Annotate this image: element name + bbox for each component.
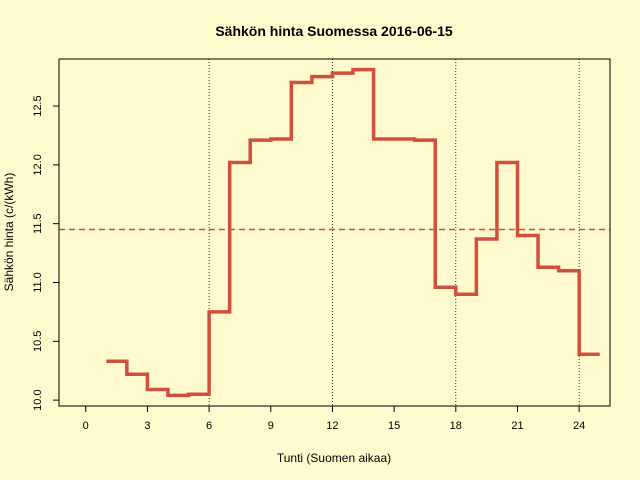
x-tick-label-6: 6 xyxy=(206,420,212,432)
y-tick-label-12.5: 12.5 xyxy=(32,95,44,116)
y-tick-label-11.5: 11.5 xyxy=(32,213,44,234)
y-axis: 10.0 10.5 11.0 11.5 12.0 12.5 xyxy=(32,95,59,411)
x-tick-label-15: 15 xyxy=(388,420,400,432)
plot-frame xyxy=(58,58,611,407)
chart-title: Sähkön hinta Suomessa 2016-06-15 xyxy=(215,23,453,39)
vertical-reference-lines xyxy=(208,59,580,406)
x-tick-label-24: 24 xyxy=(573,420,585,432)
x-tick-label-9: 9 xyxy=(268,420,274,432)
y-tick-label-10.5: 10.5 xyxy=(32,331,44,352)
y-tick-label-11: 11.0 xyxy=(32,272,44,293)
x-axis-title: Tunti (Suomen aikaa) xyxy=(277,451,391,465)
y-axis-title: Sähkön hinta (c/(kWh) xyxy=(2,173,16,292)
x-tick-label-3: 3 xyxy=(144,420,150,432)
x-axis: 0 3 6 9 12 15 18 21 24 xyxy=(83,406,585,432)
series-group xyxy=(106,67,600,398)
series-line-0 xyxy=(106,67,600,398)
x-tick-label-18: 18 xyxy=(450,420,462,432)
x-tick-label-0: 0 xyxy=(83,420,89,432)
x-tick-label-12: 12 xyxy=(326,420,338,432)
y-tick-label-10: 10.0 xyxy=(32,389,44,410)
y-tick-label-12: 12.0 xyxy=(32,154,44,175)
x-tick-label-21: 21 xyxy=(511,420,523,432)
